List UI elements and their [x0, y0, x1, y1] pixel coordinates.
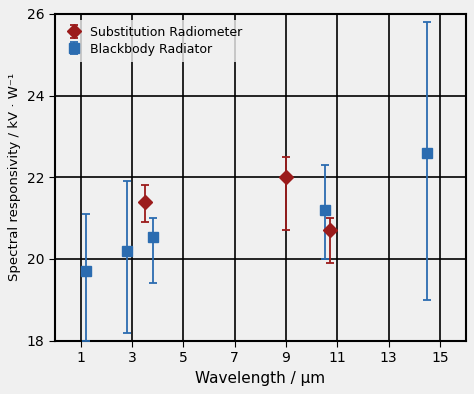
Legend: Substitution Radiometer, Blackbody Radiator: Substitution Radiometer, Blackbody Radia… [61, 20, 248, 62]
Y-axis label: Spectral responsivity / kV · W⁻¹: Spectral responsivity / kV · W⁻¹ [9, 73, 21, 281]
X-axis label: Wavelength / μm: Wavelength / μm [195, 371, 326, 386]
